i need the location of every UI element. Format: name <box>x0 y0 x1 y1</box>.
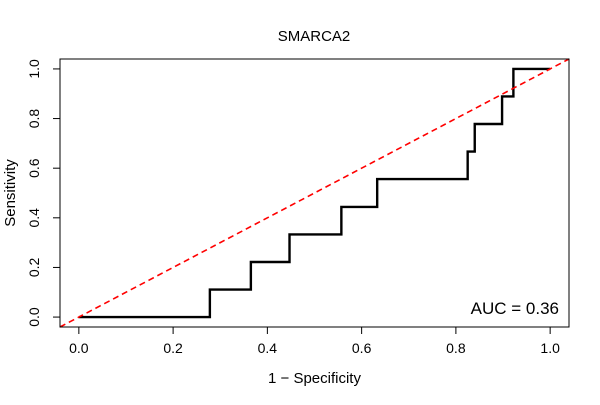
y-tick-label: 0.2 <box>26 258 42 278</box>
y-tick-label: 0.8 <box>26 109 42 129</box>
x-axis-label: 1 − Specificity <box>268 370 361 387</box>
x-tick-label: 0.0 <box>69 340 89 356</box>
x-tick-label: 1.0 <box>540 340 560 356</box>
x-axis: 0.0 0.2 0.4 0.6 0.8 1.0 <box>69 326 560 356</box>
series-layer <box>59 58 570 328</box>
y-tick-label: 0.4 <box>26 208 42 228</box>
chance-diagonal-line <box>59 58 570 328</box>
y-tick-label: 1.0 <box>26 59 42 79</box>
roc-curve-line <box>78 67 551 319</box>
y-axis-label: Sensitivity <box>2 159 19 227</box>
y-tick-label: 0.6 <box>26 158 42 178</box>
x-tick-label: 0.8 <box>446 340 466 356</box>
chart-title: SMARCA2 <box>278 28 351 45</box>
auc-annotation: AUC = 0.36 <box>471 299 559 318</box>
x-tick-label: 0.6 <box>352 340 372 356</box>
x-tick-label: 0.2 <box>163 340 183 356</box>
y-axis: 0.0 0.2 0.4 0.6 0.8 1.0 <box>26 59 61 327</box>
y-tick-label: 0.0 <box>26 307 42 327</box>
x-tick-label: 0.4 <box>258 340 278 356</box>
plot-frame <box>59 58 570 328</box>
